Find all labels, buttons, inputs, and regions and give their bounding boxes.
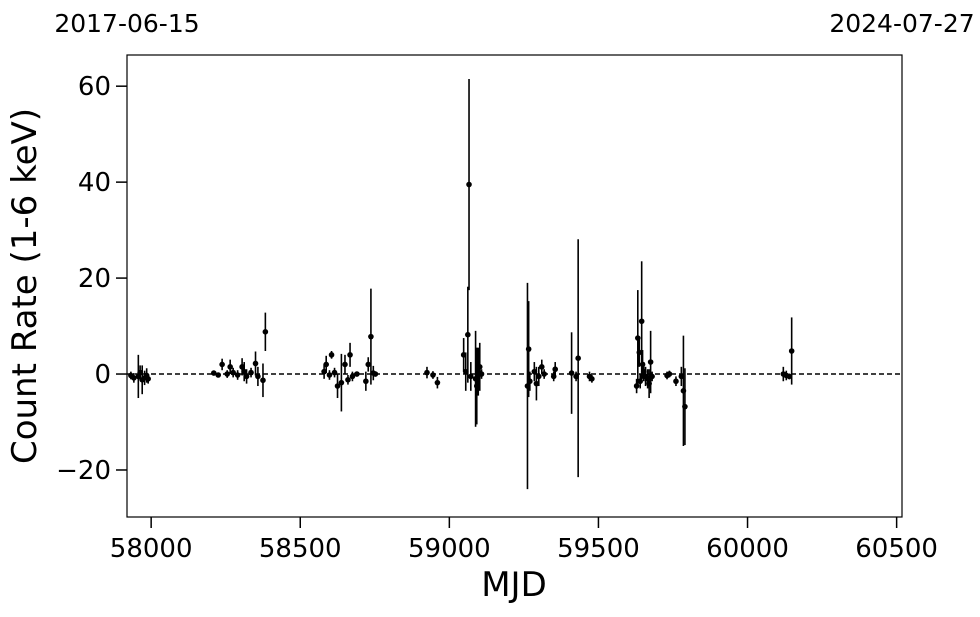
data-point (527, 378, 533, 385)
data-point (368, 333, 374, 340)
y-tick-label: −20 (56, 456, 111, 486)
data-point (131, 375, 137, 381)
plot-frame (126, 54, 903, 518)
y-axis-label: Count Rate (1-6 keV) (5, 108, 45, 464)
data-point (230, 369, 236, 376)
y-tick-label: 20 (78, 264, 111, 294)
x-tick-label: 59500 (557, 534, 640, 564)
data-point (468, 373, 474, 380)
x-tick-label: 59000 (408, 534, 491, 564)
data-point (552, 366, 559, 373)
data-point (323, 361, 329, 368)
data-point (636, 349, 643, 356)
data-point (536, 373, 542, 380)
data-point (215, 372, 222, 378)
data-point (342, 361, 348, 368)
data-point (331, 369, 338, 376)
data-point (465, 331, 471, 338)
data-point (525, 346, 532, 352)
data-point (568, 370, 575, 376)
data-point (638, 318, 645, 325)
top-date-label: 2024-07-27 (829, 9, 974, 38)
data-point (260, 377, 266, 384)
data-point (575, 355, 581, 362)
y-tick-label: 60 (78, 72, 111, 102)
data-point (255, 373, 261, 380)
data-point (372, 371, 379, 377)
data-point (354, 371, 360, 377)
x-tick-label: 60000 (706, 534, 789, 564)
data-point (647, 359, 654, 365)
top-date-label: 2017-06-15 (54, 9, 199, 38)
data-point (541, 371, 547, 377)
data-point (224, 371, 230, 377)
data-point (430, 372, 436, 378)
data-point (649, 373, 655, 380)
data-point (345, 376, 351, 383)
data-point (262, 329, 269, 335)
data-point (145, 376, 151, 382)
data-point (363, 378, 369, 385)
data-point (682, 403, 688, 410)
data-point (241, 368, 247, 375)
data-point (234, 372, 241, 378)
data-point (434, 379, 441, 386)
data-point (349, 373, 356, 380)
data-point (210, 370, 217, 376)
data-point (243, 373, 250, 380)
data-point (589, 376, 595, 382)
y-tick-label: 40 (78, 168, 111, 198)
data-point (466, 181, 472, 188)
data-point (347, 352, 353, 358)
x-tick-label: 58500 (259, 534, 342, 564)
data-point (476, 364, 483, 370)
data-point (478, 371, 485, 377)
data-point (786, 373, 793, 380)
data-point (533, 380, 540, 387)
x-axis-label: MJD (481, 565, 547, 605)
data-point (424, 369, 430, 376)
data-point (248, 369, 254, 376)
data-point (334, 383, 341, 389)
data-point (365, 361, 372, 368)
data-point (227, 364, 233, 370)
data-point (538, 364, 545, 370)
data-point (666, 371, 673, 377)
data-point (252, 360, 259, 367)
x-tick-label: 58000 (110, 534, 193, 564)
data-point (328, 352, 335, 358)
x-tick-label: 60500 (855, 534, 938, 564)
y-tick-label: 0 (94, 360, 111, 390)
data-point (338, 379, 345, 386)
data-point (788, 348, 795, 354)
data-point (326, 372, 333, 378)
data-point (673, 378, 679, 385)
data-point (219, 361, 225, 368)
